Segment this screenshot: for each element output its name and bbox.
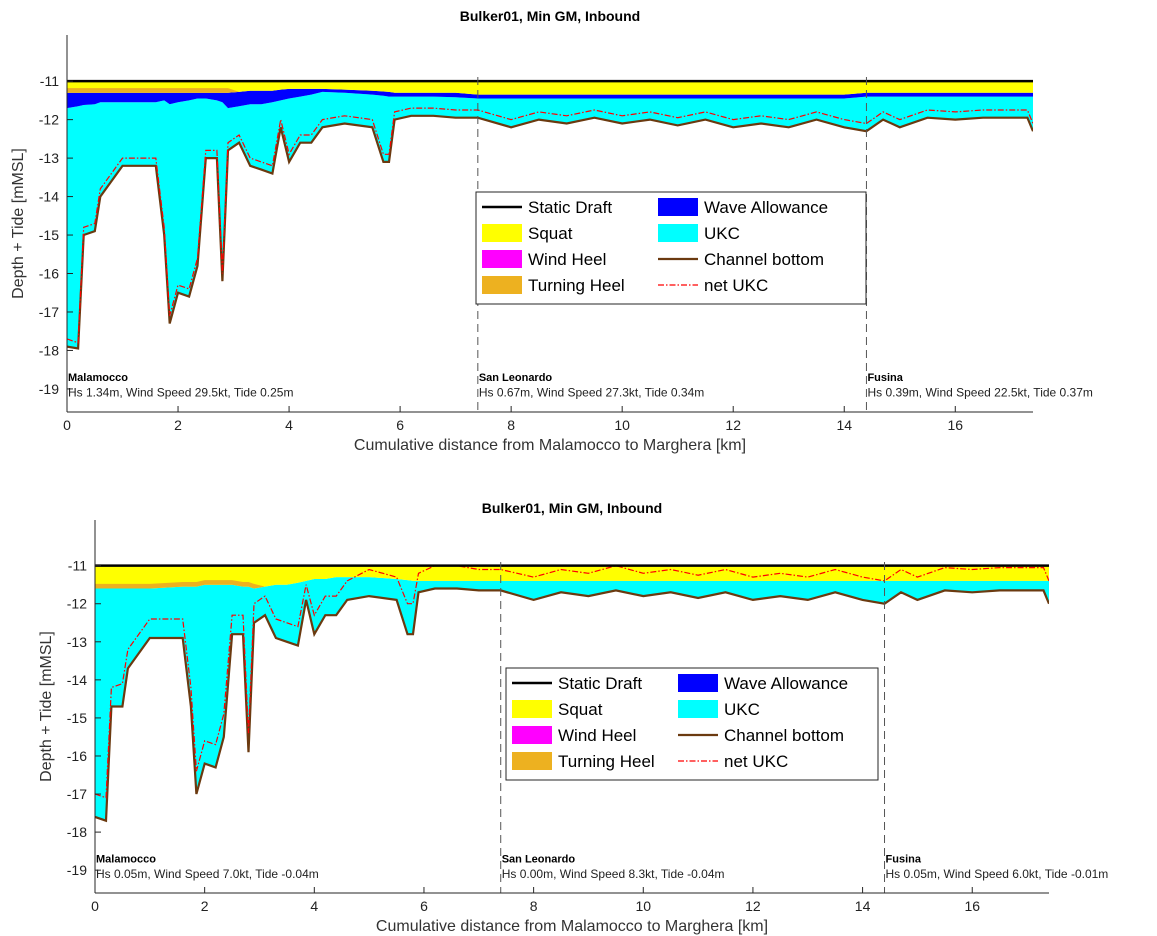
- location-name: San Leonardo: [479, 372, 553, 384]
- legend-label: Static Draft: [528, 198, 612, 217]
- location-info: Hs 0.39m, Wind Speed 22.5kt, Tide 0.37m: [867, 386, 1092, 400]
- legend-label: Wave Allowance: [704, 198, 828, 217]
- y-tick-label: -18: [39, 342, 59, 358]
- legend-label: Static Draft: [558, 674, 642, 693]
- y-tick-label: -12: [67, 596, 87, 612]
- x-tick-label: 0: [63, 417, 71, 433]
- y-tick-label: -13: [39, 150, 59, 166]
- location-info: Hs 0.05m, Wind Speed 6.0kt, Tide -0.01m: [886, 867, 1109, 881]
- location-name: Fusina: [886, 854, 922, 866]
- x-tick-label: 8: [530, 898, 538, 914]
- legend-swatch: [482, 250, 522, 268]
- x-tick-label: 8: [507, 417, 515, 433]
- legend-swatch: [658, 224, 698, 242]
- location-info: Hs 1.34m, Wind Speed 29.5kt, Tide 0.25m: [68, 386, 293, 400]
- channel-bottom-line: [67, 114, 1033, 350]
- squat-area: [95, 565, 1049, 589]
- x-tick-label: 16: [964, 898, 980, 914]
- legend-label: Wave Allowance: [724, 674, 848, 693]
- turning-heel-area: [67, 88, 1033, 95]
- squat-area: [67, 81, 1033, 95]
- net-ukc-line: [67, 107, 1033, 344]
- legend-label: Squat: [558, 700, 603, 719]
- x-tick-label: 2: [201, 898, 209, 914]
- location-name: Fusina: [867, 372, 903, 384]
- location-info: Hs 0.00m, Wind Speed 8.3kt, Tide -0.04m: [502, 867, 725, 881]
- y-tick-label: -18: [67, 824, 87, 840]
- legend-label: Wind Heel: [558, 726, 636, 745]
- y-tick-label: -13: [67, 634, 87, 650]
- legend-label: Channel bottom: [704, 250, 824, 269]
- location-name: San Leonardo: [502, 854, 576, 866]
- legend: Static Draft Wave Allowance Squat UKC Wind H…: [475, 191, 867, 305]
- y-tick-label: -19: [39, 381, 59, 397]
- x-axis-label: Cumulative distance from Malamocco to Ma…: [354, 437, 746, 454]
- net-ukc-line: [95, 565, 1049, 799]
- y-tick-label: -16: [39, 266, 59, 282]
- y-tick-label: -15: [39, 227, 59, 243]
- y-axis-label: Depth + Tide [mMSL]: [10, 148, 27, 299]
- x-tick-label: 10: [635, 898, 651, 914]
- y-tick-label: -11: [40, 73, 59, 89]
- legend-label: Squat: [528, 224, 573, 243]
- legend-swatch: [658, 198, 698, 216]
- y-tick-label: -15: [67, 710, 87, 726]
- y-axis-label: Depth + Tide [mMSL]: [38, 631, 55, 782]
- legend-label: UKC: [724, 700, 760, 719]
- legend-swatch: [678, 674, 718, 692]
- legend-swatch: [512, 700, 552, 718]
- legend-label: Channel bottom: [724, 726, 844, 745]
- x-tick-label: 2: [174, 417, 182, 433]
- y-tick-label: -14: [39, 189, 59, 205]
- legend-swatch: [512, 726, 552, 744]
- y-tick-label: -14: [67, 672, 87, 688]
- y-tick-label: -12: [39, 112, 59, 128]
- y-tick-label: -11: [68, 558, 87, 574]
- channel-bottom-line: [95, 587, 1049, 823]
- y-tick-label: -19: [67, 862, 87, 878]
- x-tick-label: 14: [855, 898, 871, 914]
- x-tick-label: 6: [396, 417, 404, 433]
- plot-area: [95, 564, 1049, 823]
- location-info: Hs 0.05m, Wind Speed 7.0kt, Tide -0.04m: [96, 867, 319, 881]
- x-tick-label: 12: [745, 898, 761, 914]
- x-axis-label: Cumulative distance from Malamocco to Ma…: [376, 918, 768, 935]
- legend-swatch: [482, 276, 522, 294]
- legend-swatch: [678, 700, 718, 718]
- y-tick-label: -17: [39, 304, 59, 320]
- x-tick-label: 4: [285, 417, 293, 433]
- legend-label: Turning Heel: [528, 276, 625, 295]
- legend-label: net UKC: [724, 752, 788, 771]
- chart-title: Bulker01, Min GM, Inbound: [460, 8, 640, 24]
- legend-label: Turning Heel: [558, 752, 655, 771]
- location-info: Hs 0.67m, Wind Speed 27.3kt, Tide 0.34m: [479, 386, 704, 400]
- x-tick-label: 10: [614, 417, 630, 433]
- wave-allowance-area: [67, 88, 1033, 109]
- location-name: Malamocco: [96, 854, 156, 866]
- ukc-area: [95, 577, 1049, 821]
- plot-area: [67, 79, 1033, 350]
- y-tick-label: -16: [67, 748, 87, 764]
- location-name: Malamocco: [68, 372, 128, 384]
- legend-label: Wind Heel: [528, 250, 606, 269]
- x-tick-label: 0: [91, 898, 99, 914]
- chart-panel-2: 0 2 4 6 8 10 12 14 16 -19 -18 -17 -16 -15 -14 -13 -12 -11…: [38, 500, 1108, 935]
- legend: Static Draft Wave Allowance Squat UKC Wind H…: [505, 667, 879, 781]
- chart-panel-1: 0 2 4 6 8 10 12 14 16 -19 -18 -17 -16 -15 -14 -13 -12 -11…: [10, 8, 1093, 454]
- legend-label: net UKC: [704, 276, 768, 295]
- x-tick-label: 14: [836, 417, 852, 433]
- x-tick-label: 16: [947, 417, 963, 433]
- x-tick-label: 4: [310, 898, 318, 914]
- x-tick-label: 6: [420, 898, 428, 914]
- y-tick-label: -17: [67, 786, 87, 802]
- legend-swatch: [512, 752, 552, 770]
- legend-swatch: [482, 224, 522, 242]
- legend-label: UKC: [704, 224, 740, 243]
- chart-title: Bulker01, Min GM, Inbound: [482, 500, 662, 516]
- x-tick-label: 12: [725, 417, 741, 433]
